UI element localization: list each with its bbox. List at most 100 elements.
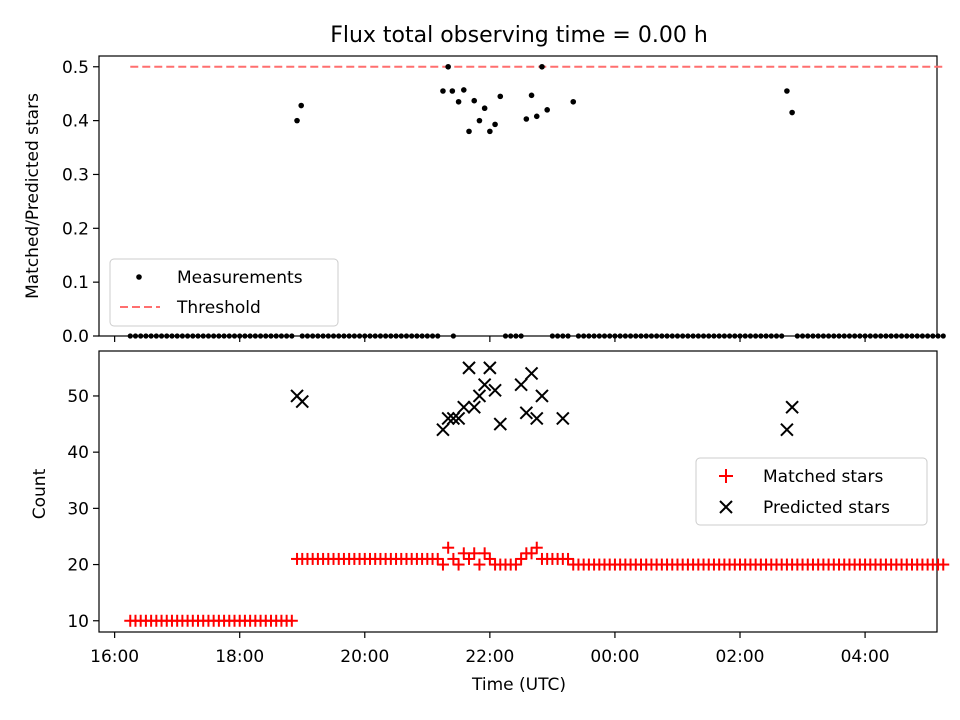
measurement-point bbox=[492, 121, 498, 128]
measurement-point bbox=[174, 333, 180, 339]
measurement-point bbox=[565, 333, 571, 339]
measurement-point bbox=[179, 333, 185, 339]
measurement-point bbox=[607, 333, 613, 339]
x-axis-label: Time (UTC) bbox=[471, 675, 566, 695]
measurement-point bbox=[205, 333, 212, 339]
measurement-point bbox=[445, 63, 451, 70]
predicted-point bbox=[514, 378, 528, 392]
measurement-point bbox=[742, 333, 748, 339]
counts-legend-box bbox=[695, 457, 928, 526]
measurement-point bbox=[398, 333, 404, 339]
matched-point bbox=[442, 541, 455, 554]
measurement-point bbox=[356, 333, 363, 339]
measurement-point bbox=[304, 333, 311, 339]
measurement-point bbox=[570, 98, 577, 105]
measurement-point bbox=[893, 333, 899, 339]
measurement-point bbox=[294, 117, 300, 124]
counts-x-axis: 16:00 18:00 20:00 22:00 00:00 02:00 04:00 bbox=[90, 632, 890, 667]
measurement-point bbox=[383, 333, 389, 339]
matched-point bbox=[509, 558, 522, 571]
measurement-point bbox=[523, 116, 530, 122]
measurement-point bbox=[377, 333, 384, 339]
predicted-layer bbox=[290, 361, 799, 437]
predicted-point bbox=[436, 422, 450, 437]
measurement-point bbox=[263, 333, 269, 339]
measurement-point bbox=[633, 333, 639, 339]
measurement-point bbox=[403, 333, 410, 339]
measurement-point bbox=[299, 333, 305, 339]
measurement-point bbox=[711, 333, 717, 339]
measurement-point bbox=[685, 333, 691, 339]
measurement-point bbox=[429, 333, 436, 339]
measurement-point bbox=[888, 333, 894, 339]
measurement-point bbox=[753, 333, 759, 339]
predicted-point bbox=[446, 411, 461, 426]
measurement-point bbox=[195, 333, 201, 339]
measurement-point bbox=[857, 333, 863, 339]
matched-point bbox=[530, 541, 543, 554]
predicted-point bbox=[467, 400, 481, 414]
x-tick-label: 02:00 bbox=[716, 647, 765, 667]
measurement-point bbox=[826, 333, 832, 339]
measurement-point bbox=[466, 128, 472, 135]
predicted-point bbox=[472, 389, 487, 403]
measurement-point bbox=[330, 333, 337, 339]
measurement-point bbox=[680, 333, 686, 339]
measurement-point bbox=[169, 333, 175, 339]
measurement-point bbox=[737, 333, 743, 339]
measurement-point bbox=[508, 333, 514, 339]
measurement-point bbox=[836, 333, 842, 339]
measurement-point bbox=[700, 333, 707, 339]
matched-layer bbox=[124, 541, 950, 627]
measurement-point bbox=[237, 333, 243, 339]
measurement-point bbox=[325, 333, 331, 339]
measurement-point bbox=[638, 333, 644, 339]
counts-panel: 10 20 30 40 50 16:00 18:00 20:00 22:00 00:00 02:0… bbox=[30, 350, 950, 695]
x-tick-label: 22:00 bbox=[465, 647, 514, 667]
predicted-point bbox=[493, 417, 507, 431]
measurement-point bbox=[539, 63, 545, 70]
y-tick-label: 20 bbox=[67, 556, 89, 576]
measurement-point bbox=[518, 333, 524, 339]
measurement-point bbox=[216, 333, 222, 339]
x-tick-label: 18:00 bbox=[215, 647, 264, 667]
measurement-point bbox=[435, 333, 441, 339]
ratio-legend: Measurements Threshold bbox=[109, 258, 339, 327]
counts-plot-area bbox=[98, 350, 938, 633]
matched-point bbox=[473, 558, 486, 571]
measurement-point bbox=[805, 333, 811, 339]
measurement-point bbox=[617, 333, 623, 339]
measurement-point bbox=[231, 333, 238, 339]
measurement-point bbox=[930, 333, 936, 339]
measurement-point bbox=[560, 333, 566, 339]
matched-point bbox=[452, 558, 465, 571]
measurement-point bbox=[940, 333, 946, 339]
measurement-point bbox=[664, 333, 670, 339]
legend-matched-label: Matched stars bbox=[763, 467, 883, 487]
measurement-point bbox=[794, 333, 800, 339]
measurement-point bbox=[878, 333, 884, 339]
matched-point bbox=[525, 547, 538, 560]
measurement-point bbox=[622, 333, 628, 339]
predicted-point bbox=[785, 400, 799, 414]
legend-measurements-label: Measurements bbox=[177, 268, 303, 288]
predicted-point bbox=[462, 361, 476, 375]
measurement-point bbox=[372, 333, 378, 339]
measurement-point bbox=[841, 333, 847, 339]
predicted-point bbox=[451, 411, 466, 426]
predicted-point bbox=[457, 400, 471, 414]
y-tick-label: 0.2 bbox=[62, 219, 89, 239]
measurement-point bbox=[190, 333, 196, 339]
measurement-point bbox=[153, 333, 159, 339]
measurement-point bbox=[768, 333, 774, 339]
measurement-point bbox=[247, 333, 253, 339]
measurement-point bbox=[716, 333, 722, 339]
measurement-point bbox=[784, 88, 790, 94]
measurement-point bbox=[909, 333, 915, 339]
measurement-point bbox=[555, 333, 561, 339]
measurement-point bbox=[914, 333, 920, 339]
matched-point bbox=[447, 552, 460, 565]
legend-measurements-marker bbox=[136, 274, 142, 280]
predicted-point bbox=[519, 406, 534, 420]
counts-y-label: Count bbox=[30, 468, 50, 519]
